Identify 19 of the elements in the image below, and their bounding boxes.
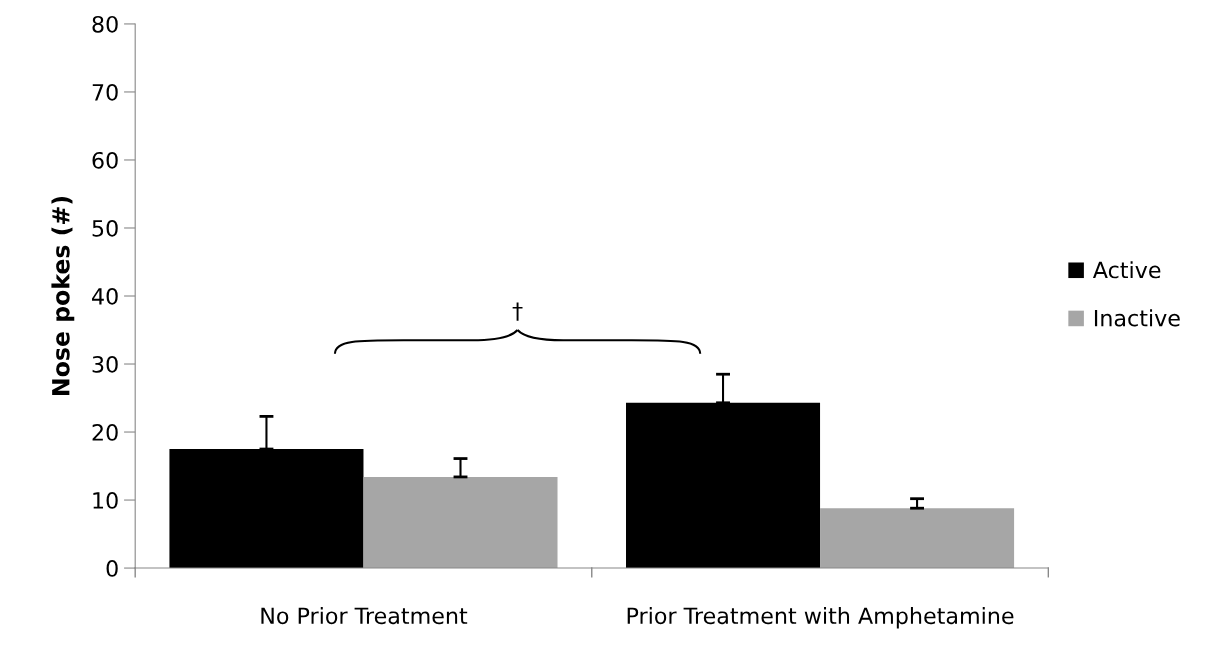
y-tick-label: 80 xyxy=(92,15,118,33)
y-tick-label: 60 xyxy=(92,151,118,169)
y-tick-label: 0 xyxy=(106,560,118,577)
bar xyxy=(169,449,364,569)
bar xyxy=(820,508,1015,569)
annotation: † xyxy=(512,302,523,321)
legend-label: Active xyxy=(1092,261,1161,279)
y-tick-label: 40 xyxy=(92,287,118,305)
y-tick-label: 10 xyxy=(93,492,118,509)
bar xyxy=(626,402,821,569)
y-axis-title: Nose pokes (#) xyxy=(51,196,75,395)
bar xyxy=(363,476,558,569)
legend-label: Inactive xyxy=(1094,309,1180,327)
x-tick-label: Prior Treatment with Amphetamine xyxy=(627,606,1014,629)
y-tick-label: 30 xyxy=(92,355,118,373)
y-tick-label: 20 xyxy=(92,423,118,441)
y-tick-label: 70 xyxy=(92,83,118,101)
y-tick-label: 50 xyxy=(92,219,118,237)
x-tick-label: No Prior Treatment xyxy=(261,606,468,625)
